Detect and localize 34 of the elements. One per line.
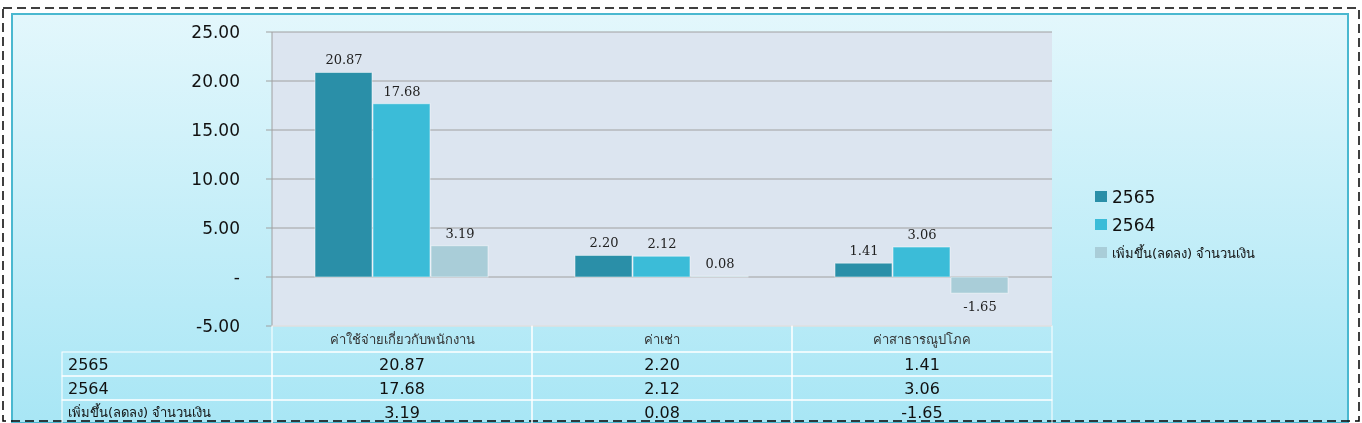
data-label: 3.06 (904, 378, 940, 398)
text: 20.87 (325, 52, 363, 68)
y-tick-label: 15.00 (191, 119, 240, 140)
data-label: 20.87 (379, 354, 425, 374)
text: เพิ่มขึ้น(ลดลง) จำนวนเงิน (68, 404, 212, 420)
legend-label: 2565 (1112, 186, 1156, 207)
text: -1.65 (963, 299, 997, 315)
x-tick-label: ค่าใช้จ่ายเกี่ยวกับพนักงาน (329, 330, 475, 347)
text: 3.06 (907, 227, 937, 243)
data-label: 2.12 (644, 378, 680, 398)
y-tick-label: 5.00 (202, 217, 240, 238)
data-label: 1.41 (904, 354, 940, 374)
data-label: -1.65 (901, 402, 943, 422)
y-tick-label: -5.00 (196, 315, 240, 336)
text: 2564 (68, 378, 109, 398)
legend-label: 2564 (1112, 214, 1156, 235)
legend-label: เพิ่มขึ้น(ลดลง) จำนวนเงิน (1112, 243, 1256, 261)
text: 2565 (68, 354, 109, 374)
x-tick-label: ค่าสาธารณูปโภค (873, 331, 971, 348)
y-tick-label: 10.00 (191, 168, 240, 189)
y-tick-label: - (233, 266, 240, 287)
y-tick-label: 20.00 (191, 70, 240, 91)
data-label: 17.68 (379, 378, 425, 398)
y-tick-label: 25.00 (191, 21, 240, 42)
text: 2.20 (589, 235, 619, 251)
x-tick-label: ค่าเช่า (644, 331, 680, 347)
data-label: 3.19 (384, 402, 420, 422)
text: 1.41 (849, 243, 879, 259)
data-label: 2.20 (644, 354, 680, 374)
data-label: 0.08 (644, 402, 680, 422)
text: 2.12 (647, 236, 677, 252)
text: 17.68 (383, 83, 421, 99)
text: 3.19 (445, 225, 475, 241)
text: 0.08 (705, 256, 735, 272)
